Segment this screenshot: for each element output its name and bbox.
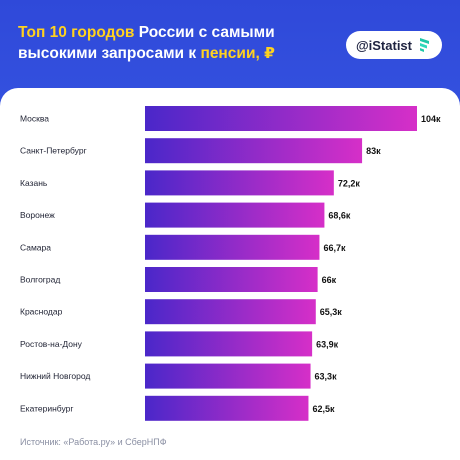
bar (145, 331, 313, 357)
bar (145, 202, 325, 228)
category-label: Санкт-Петербург (20, 146, 87, 156)
value-label: 65,3к (320, 307, 343, 317)
value-label: 62,5к (312, 404, 335, 414)
category-label: Екатеринбург (20, 403, 73, 413)
value-label: 72,2к (338, 178, 361, 188)
value-label: 63,3к (315, 372, 338, 382)
category-label: Воронеж (20, 210, 55, 220)
value-label: 83к (366, 146, 381, 156)
bar (145, 138, 363, 164)
bar (145, 234, 320, 260)
bar (145, 267, 318, 292)
value-label: 63,9к (316, 339, 339, 349)
title-part-2: России с самыми высокими запросами к (18, 24, 275, 62)
category-label: Нижний Новгород (20, 371, 90, 381)
chart-title: Топ 10 городов России с самыми высокими … (18, 22, 318, 64)
bar (145, 299, 316, 325)
bar (145, 170, 334, 196)
category-label: Москва (20, 114, 49, 124)
category-label: Краснодар (20, 307, 63, 317)
value-label: 66к (322, 275, 337, 285)
value-label: 104к (421, 114, 441, 124)
bar-chart: Москва 104к Санкт-Петербург 83к Казань 72,2к В… (20, 106, 441, 421)
istatist-logo-icon (420, 38, 429, 52)
brand-label: @iStatist (355, 37, 412, 53)
category-label: Ростов-на-Дону (20, 339, 83, 349)
value-label: 68,6к (328, 211, 351, 221)
bar (145, 106, 417, 131)
source-note: Источник: «Работа.ру» и СберНПФ (20, 437, 167, 447)
bar (145, 363, 311, 389)
category-label: Казань (20, 178, 48, 188)
title-part-3: пенсии, ₽ (200, 45, 275, 62)
brand-badge: @iStatist (345, 31, 442, 59)
title-part-1: Топ 10 городов (18, 24, 135, 41)
category-label: Самара (20, 242, 51, 252)
category-label: Волгоград (20, 275, 60, 285)
value-label: 66,7к (323, 243, 346, 253)
bar (145, 395, 309, 421)
